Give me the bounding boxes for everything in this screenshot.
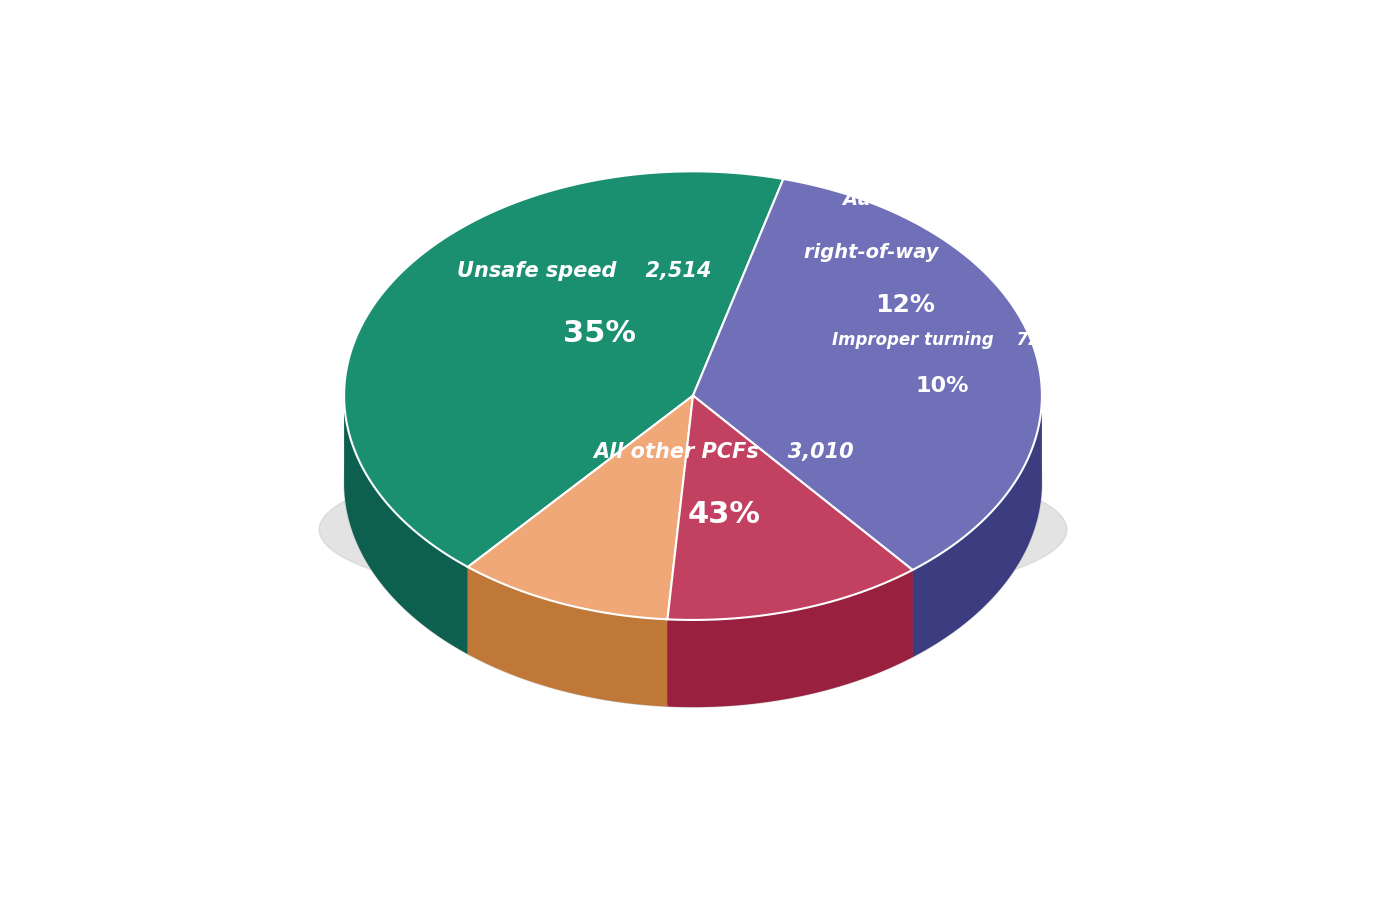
Text: right-of-way    872: right-of-way 872 xyxy=(804,243,1006,262)
Polygon shape xyxy=(344,258,1042,707)
Polygon shape xyxy=(468,396,693,654)
Polygon shape xyxy=(693,396,912,657)
Polygon shape xyxy=(912,396,1042,657)
Text: 35%: 35% xyxy=(563,319,636,347)
Text: 12%: 12% xyxy=(875,293,934,317)
Text: Automobile: Automobile xyxy=(841,190,967,209)
Polygon shape xyxy=(668,570,912,707)
Polygon shape xyxy=(468,567,668,707)
Polygon shape xyxy=(668,396,912,620)
Polygon shape xyxy=(693,179,1042,570)
Text: Unsafe speed    2,514: Unsafe speed 2,514 xyxy=(457,261,711,281)
Polygon shape xyxy=(693,396,912,657)
Polygon shape xyxy=(668,396,693,707)
Polygon shape xyxy=(319,451,1067,608)
Text: 43%: 43% xyxy=(687,500,761,528)
Text: 10%: 10% xyxy=(916,376,969,396)
Polygon shape xyxy=(344,171,783,567)
Polygon shape xyxy=(344,396,468,654)
Text: All other PCFs    3,010: All other PCFs 3,010 xyxy=(593,442,854,461)
Polygon shape xyxy=(668,396,693,707)
Polygon shape xyxy=(468,396,693,654)
Polygon shape xyxy=(468,396,693,619)
Text: Improper turning    721: Improper turning 721 xyxy=(833,331,1052,348)
